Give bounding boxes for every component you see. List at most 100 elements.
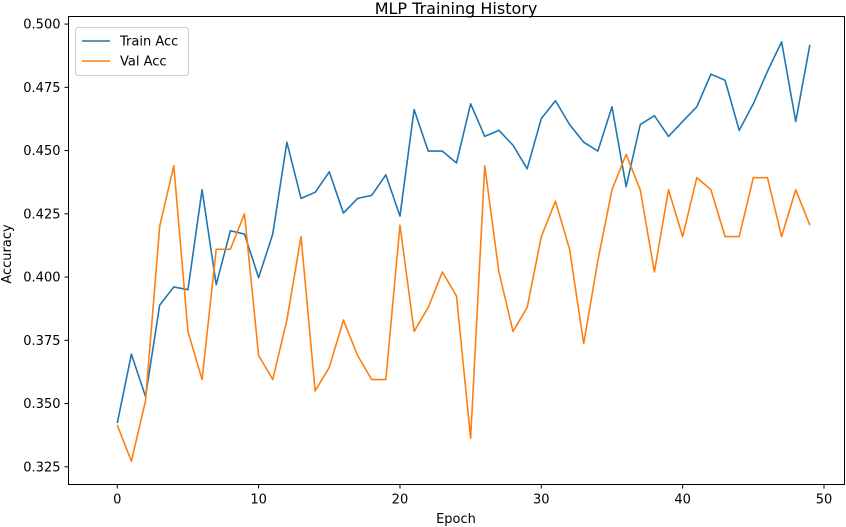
data-point-val-acc [215,248,217,250]
data-point-train-acc [173,286,175,288]
data-point-val-acc [300,236,302,238]
legend-label-train-acc: Train Acc [119,35,178,50]
data-point-train-acc [484,136,486,138]
data-point-train-acc [668,136,670,138]
data-point-val-acc [555,200,557,202]
data-point-train-acc [258,277,260,279]
data-point-val-acc [314,390,316,392]
data-point-train-acc [781,41,783,43]
data-point-train-acc [597,150,599,152]
legend: Train Acc Val Acc [75,27,189,76]
data-point-val-acc [456,295,458,297]
data-point-train-acc [795,121,797,123]
x-tick-label: 0 [113,493,121,508]
y-axis-title: Accuracy [0,224,15,284]
data-point-train-acc [244,233,246,235]
data-point-train-acc [696,106,698,108]
data-point-train-acc [300,197,302,199]
legend-frame [75,27,189,76]
data-point-val-acc [470,437,472,439]
data-point-train-acc [710,73,712,75]
data-point-train-acc [456,162,458,164]
x-tick-label: 20 [392,493,409,508]
data-point-train-acc [555,100,557,102]
data-point-val-acc [653,271,655,273]
data-point-val-acc [173,165,175,167]
data-point-train-acc [314,191,316,193]
data-point-val-acc [328,366,330,368]
data-point-train-acc [328,171,330,173]
data-point-val-acc [583,343,585,345]
data-point-val-acc [116,424,118,426]
data-point-train-acc [498,129,500,131]
data-point-val-acc [357,355,359,357]
data-point-train-acc [809,44,811,46]
y-tick-label: 0.425 [23,207,60,222]
data-point-val-acc [371,379,373,381]
plot-frame [68,16,845,485]
data-point-train-acc [215,284,217,286]
data-point-val-acc [752,177,754,179]
data-point-train-acc [540,118,542,120]
data-point-val-acc [272,379,274,381]
data-point-val-acc [809,224,811,226]
data-point-train-acc [767,71,769,73]
data-point-train-acc [752,103,754,105]
y-tick-label: 0.350 [23,397,60,412]
x-tick-label: 40 [674,493,691,508]
data-point-val-acc [767,177,769,179]
data-point-val-acc [187,331,189,333]
data-point-train-acc [399,215,401,217]
data-point-train-acc [526,168,528,170]
data-point-val-acc [427,307,429,309]
data-point-train-acc [583,141,585,143]
data-point-val-acc [484,165,486,167]
data-point-val-acc [540,236,542,238]
y-tick-label: 0.375 [23,334,60,349]
legend-label-val-acc: Val Acc [120,55,167,70]
data-point-train-acc [470,103,472,105]
chart-title: MLP Training History [375,0,538,18]
x-tick-label: 10 [250,493,267,508]
data-point-val-acc [385,379,387,381]
data-point-val-acc [413,331,415,333]
data-point-train-acc [357,197,359,199]
data-point-val-acc [781,236,783,238]
data-point-val-acc [682,236,684,238]
data-point-train-acc [385,174,387,176]
y-tick-label: 0.500 [23,18,60,33]
data-point-train-acc [413,109,415,111]
data-point-val-acc [738,236,740,238]
x-axis-title: Epoch [436,512,476,527]
data-point-val-acc [131,460,133,462]
series-line-val-acc [116,153,811,463]
data-point-train-acc [639,124,641,126]
data-point-val-acc [498,271,500,273]
data-point-train-acc [427,150,429,152]
data-point-val-acc [343,319,345,321]
data-point-val-acc [795,189,797,191]
data-point-train-acc [229,230,231,232]
data-point-val-acc [399,224,401,226]
data-point-train-acc [343,212,345,214]
y-tick-label: 0.475 [23,81,60,96]
data-point-val-acc [639,189,641,191]
y-tick-label: 0.400 [23,271,60,286]
data-point-val-acc [286,319,288,321]
data-point-train-acc [286,141,288,143]
data-point-train-acc [116,422,118,424]
data-point-val-acc [441,271,443,273]
data-point-val-acc [724,236,726,238]
data-point-train-acc [682,121,684,123]
x-tick-label: 50 [816,493,833,508]
y-tick-label: 0.325 [23,460,60,475]
data-point-val-acc [710,189,712,191]
data-point-train-acc [201,189,203,191]
data-point-val-acc [512,331,514,333]
plot-lines [116,40,811,463]
data-point-val-acc [258,355,260,357]
x-tick-label: 30 [533,493,550,508]
data-point-val-acc [668,189,670,191]
data-point-train-acc [611,106,613,108]
